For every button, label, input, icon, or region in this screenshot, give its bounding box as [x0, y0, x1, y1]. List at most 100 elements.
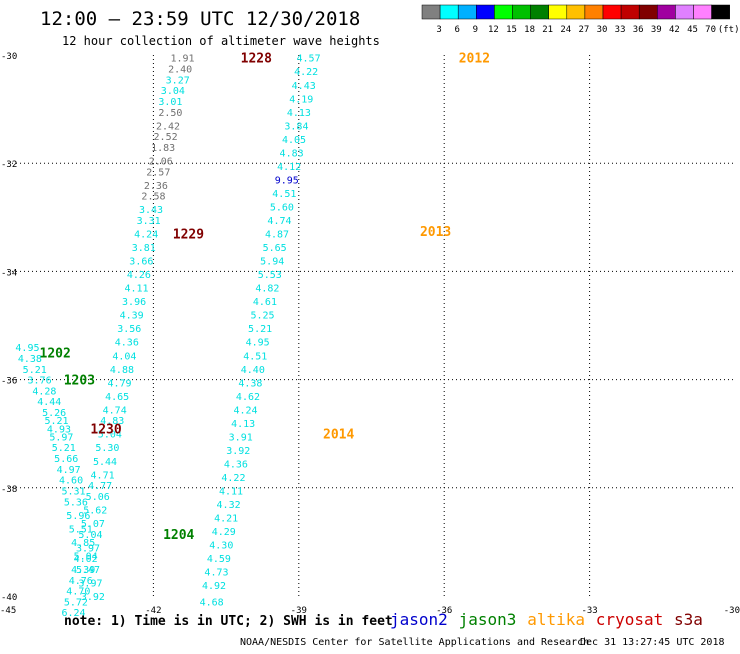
swh-label: 4.22	[294, 67, 318, 78]
swh-label: 4.92	[202, 581, 226, 592]
swh-label: 3.56	[117, 324, 141, 335]
color-scale-bar: 3 6 9 12 15 18 21 24 27 30 33 36 39 42 45 70 (ft)	[421, 4, 740, 35]
x-tick-label: -39	[291, 606, 307, 616]
swh-label: 5.36	[64, 497, 88, 508]
scale-swatch	[566, 4, 586, 20]
swh-label: 5.04	[74, 551, 98, 562]
y-tick-label: -38	[1, 485, 17, 495]
legend-cryosat: cryosat	[596, 610, 663, 629]
swh-label: 4.04	[112, 351, 136, 362]
swh-label: 4.11	[219, 487, 243, 498]
swh-label: 4.82	[255, 284, 279, 295]
swh-label: 4.22	[221, 473, 245, 484]
scale-swatch	[512, 4, 531, 20]
swh-label: 5.21	[52, 443, 76, 454]
scale-swatch	[602, 4, 622, 20]
swh-label: 2.57	[146, 167, 170, 178]
scale-label: 3	[436, 25, 441, 35]
scale-swatch	[620, 4, 640, 20]
time-label: 1203	[64, 374, 95, 389]
scale-swatch	[584, 4, 604, 20]
swh-label: 4.93	[47, 424, 71, 435]
swh-label: 4.02	[74, 554, 98, 565]
footnote: note: 1) Time is in UTC; 2) SWH is in fe…	[64, 614, 393, 629]
swh-label: 3.97	[76, 543, 100, 554]
swh-label: 5.04	[98, 430, 122, 441]
scale-swatch	[657, 4, 676, 20]
swh-label: 4.44	[37, 397, 61, 408]
swh-label: 5.97	[49, 432, 73, 443]
axis-ticks: -45 -42 -39 -36 -33 -30 -30 -32 -34 -36 -38 -40	[0, 52, 740, 616]
swh-label: 5.07	[81, 519, 105, 530]
swh-label: 4.11	[124, 284, 148, 295]
data-marks: 1.912.403.273.043.012.50 2.422.521.83 2.06…	[15, 54, 320, 620]
swh-label: 9.95	[275, 175, 299, 186]
swh-label: 3.66	[129, 257, 153, 268]
swh-label: 4.24	[234, 405, 258, 416]
swh-label: 4.38	[18, 354, 42, 365]
swh-label: 5.21	[44, 416, 68, 427]
scale-label: 42	[669, 25, 680, 35]
time-label: 2014	[323, 428, 354, 443]
swh-label: 4.73	[204, 568, 228, 579]
swh-label: 5.30	[95, 443, 119, 454]
scale-label: 12	[488, 25, 499, 35]
swh-label: 5.47	[76, 565, 100, 576]
scale-label: 24	[560, 25, 571, 35]
swh-label: 4.38	[238, 378, 262, 389]
swh-label: 2.40	[168, 65, 192, 76]
swh-label: 4.85	[71, 538, 95, 549]
swh-label: 3.43	[139, 205, 163, 216]
swh-label: 4.12	[277, 162, 301, 173]
swh-label: 5.66	[54, 454, 78, 465]
scale-label: 9	[473, 25, 478, 35]
swh-label: 5.53	[258, 270, 282, 281]
swh-label: 4.05	[282, 135, 306, 146]
y-tick-label: -32	[1, 160, 17, 170]
y-tick-label: -34	[1, 268, 17, 278]
swh-label: 5.51	[69, 524, 93, 535]
swh-label: 5.96	[66, 511, 90, 522]
swh-label: 3.01	[158, 97, 182, 108]
swh-label: 4.88	[110, 365, 134, 376]
swh-label: 3.84	[284, 121, 308, 132]
swh-label: 5.72	[64, 597, 88, 608]
time-label: 2012	[459, 52, 490, 67]
swh-label: 4.57	[297, 54, 321, 65]
x-tick-label: -36	[436, 606, 452, 616]
swh-label: 4.26	[127, 270, 151, 281]
y-tick-label: -36	[1, 377, 17, 387]
swh-label: 4.36	[224, 459, 248, 470]
legend-s3a: s3a	[674, 610, 703, 629]
swh-label: 3.76	[28, 376, 52, 387]
chart-title: 12:00 — 23:59 UTC 12/30/2018	[40, 8, 360, 30]
credit-line: NOAA/NESDIS Center for Satellite Applica…	[240, 637, 589, 648]
swh-label: 4.87	[265, 230, 289, 241]
swh-label: 4.95	[15, 343, 39, 354]
time-label: 1229	[173, 228, 204, 243]
swh-label: 2.50	[158, 108, 182, 119]
swh-label: 2.06	[149, 156, 173, 167]
legend-jason3: jason3	[459, 610, 517, 629]
swh-label: 4.28	[32, 386, 56, 397]
x-tick-label: -45	[0, 606, 16, 616]
scale-label: 70	[705, 25, 716, 35]
scale-swatch	[638, 4, 658, 20]
swh-label: 4.83	[280, 148, 304, 159]
scale-label: 27	[578, 25, 589, 35]
swh-label: 4.59	[207, 554, 231, 565]
scale-swatch	[457, 4, 477, 20]
swh-label: 4.30	[209, 541, 233, 552]
swh-label: 4.39	[71, 565, 95, 576]
swh-label: 4.40	[241, 365, 265, 376]
chart-subtitle: 12 hour collection of altimeter wave hei…	[62, 34, 380, 48]
scale-label: 39	[651, 25, 662, 35]
swh-label: 5.60	[270, 202, 294, 213]
swh-label: 4.79	[107, 378, 131, 389]
swh-label: 3.27	[166, 75, 190, 86]
swh-label: 4.21	[214, 514, 238, 525]
swh-label: 4.77	[88, 481, 112, 492]
scale-swatch	[421, 4, 441, 20]
swh-label: 4.43	[292, 81, 316, 92]
